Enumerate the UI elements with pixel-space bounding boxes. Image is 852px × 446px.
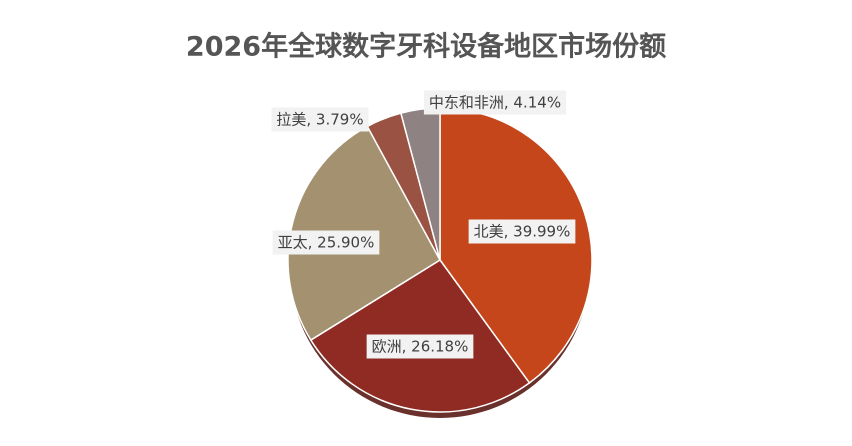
label-box: [271, 107, 369, 132]
data-label: 亚太, 25.90%: [278, 234, 375, 252]
label-box: [272, 230, 380, 255]
slices: [287, 107, 593, 413]
label-box: [468, 219, 576, 244]
data-label: 中东和非洲, 4.14%: [429, 94, 561, 112]
data-label: 拉美, 3.79%: [276, 111, 363, 129]
data-label: 北美, 39.99%: [474, 223, 571, 241]
pie-slice: [439, 107, 593, 384]
chart-title: 2026年全球数字牙科设备地区市场份额: [186, 31, 666, 63]
data-label: 欧洲, 26.18%: [372, 338, 469, 356]
labels: 北美, 39.99% 欧洲, 26.18% 亚太, 25.90% 拉美, 3.79% 中…: [271, 90, 576, 359]
label-box: [423, 90, 567, 115]
label-box: [366, 334, 474, 359]
